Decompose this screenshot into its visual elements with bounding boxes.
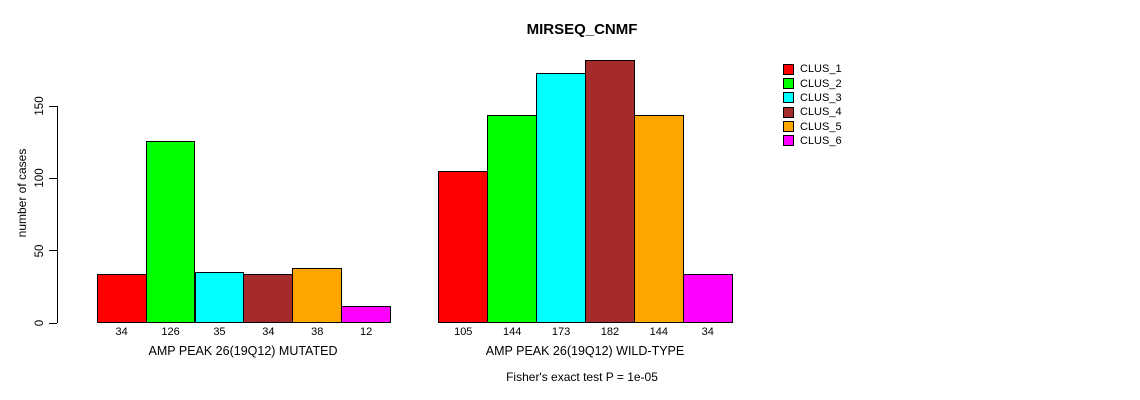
bar-wild-type-clus_4	[585, 59, 635, 323]
y-axis-tick-label: 50	[34, 244, 46, 258]
bar-wild-type-clus_1	[438, 171, 489, 323]
legend-row-clus_6: CLUS_6	[783, 134, 842, 148]
bar-value-label: 38	[311, 326, 324, 338]
bar-value-label: 144	[649, 326, 669, 338]
group-label-wild-type: AMP PEAK 26(19Q12) WILD-TYPE	[485, 344, 685, 358]
y-axis-tick	[49, 177, 57, 179]
legend-swatch-clus_3	[783, 92, 794, 104]
bar-value-label: 35	[213, 326, 226, 338]
bar-wild-type-clus_5	[633, 114, 684, 323]
legend-label-clus_3: CLUS_3	[800, 91, 842, 104]
bar-wild-type-clus_2	[487, 114, 538, 323]
legend-label-clus_4: CLUS_4	[800, 106, 842, 119]
legend-row-clus_1: CLUS_1	[783, 62, 842, 76]
bar-value-label: 182	[600, 326, 620, 338]
legend-label-clus_2: CLUS_2	[800, 77, 842, 90]
legend-swatch-clus_2	[783, 78, 794, 90]
legend-label-clus_6: CLUS_6	[800, 134, 842, 147]
legend: CLUS_1 CLUS_2 CLUS_3 CLUS_4 CLUS_5 CLUS_6	[783, 62, 842, 148]
group-label-mutated: AMP PEAK 26(19Q12) MUTATED	[148, 344, 338, 358]
chart-title: MIRSEQ_CNMF	[526, 21, 638, 38]
bar-value-label: 126	[161, 326, 180, 338]
y-axis-tick-label: 100	[34, 168, 46, 188]
y-axis-tick-label: 0	[34, 319, 46, 327]
legend-swatch-clus_5	[783, 121, 794, 133]
bar-value-label: 144	[502, 326, 522, 338]
bar-mutated-clus_2	[145, 140, 196, 323]
legend-label-clus_1: CLUS_1	[800, 63, 842, 76]
y-axis-tick-label: 150	[34, 96, 46, 116]
bar-value-label: 34	[701, 326, 714, 338]
bar-mutated-clus_4	[243, 273, 294, 323]
bar-value-label: 105	[454, 326, 473, 338]
legend-label-clus_5: CLUS_5	[800, 120, 842, 133]
legend-swatch-clus_4	[783, 106, 794, 118]
bar-value-label: 34	[262, 326, 275, 338]
y-axis-tick	[49, 105, 57, 107]
bar-value-label: 12	[360, 326, 373, 338]
y-axis-line	[57, 106, 58, 323]
fisher-test-annotation: Fisher's exact test P = 1e-05	[506, 370, 658, 384]
y-axis-tick	[49, 322, 57, 324]
bar-mutated-clus_1	[96, 273, 147, 323]
bar-mutated-clus_6	[341, 305, 392, 323]
bar-wild-type-clus_3	[536, 72, 586, 323]
bar-wild-type-clus_6	[682, 273, 733, 323]
legend-row-clus_3: CLUS_3	[783, 91, 842, 105]
bar-value-label: 173	[551, 326, 571, 338]
bar-value-label: 34	[115, 326, 128, 338]
legend-swatch-clus_1	[783, 63, 794, 75]
bar-mutated-clus_5	[292, 268, 343, 323]
legend-row-clus_4: CLUS_4	[783, 105, 842, 119]
bar-mutated-clus_3	[194, 272, 245, 323]
legend-swatch-clus_6	[783, 135, 794, 147]
legend-row-clus_5: CLUS_5	[783, 119, 842, 133]
y-axis-tick	[49, 250, 57, 252]
legend-row-clus_2: CLUS_2	[783, 76, 842, 90]
